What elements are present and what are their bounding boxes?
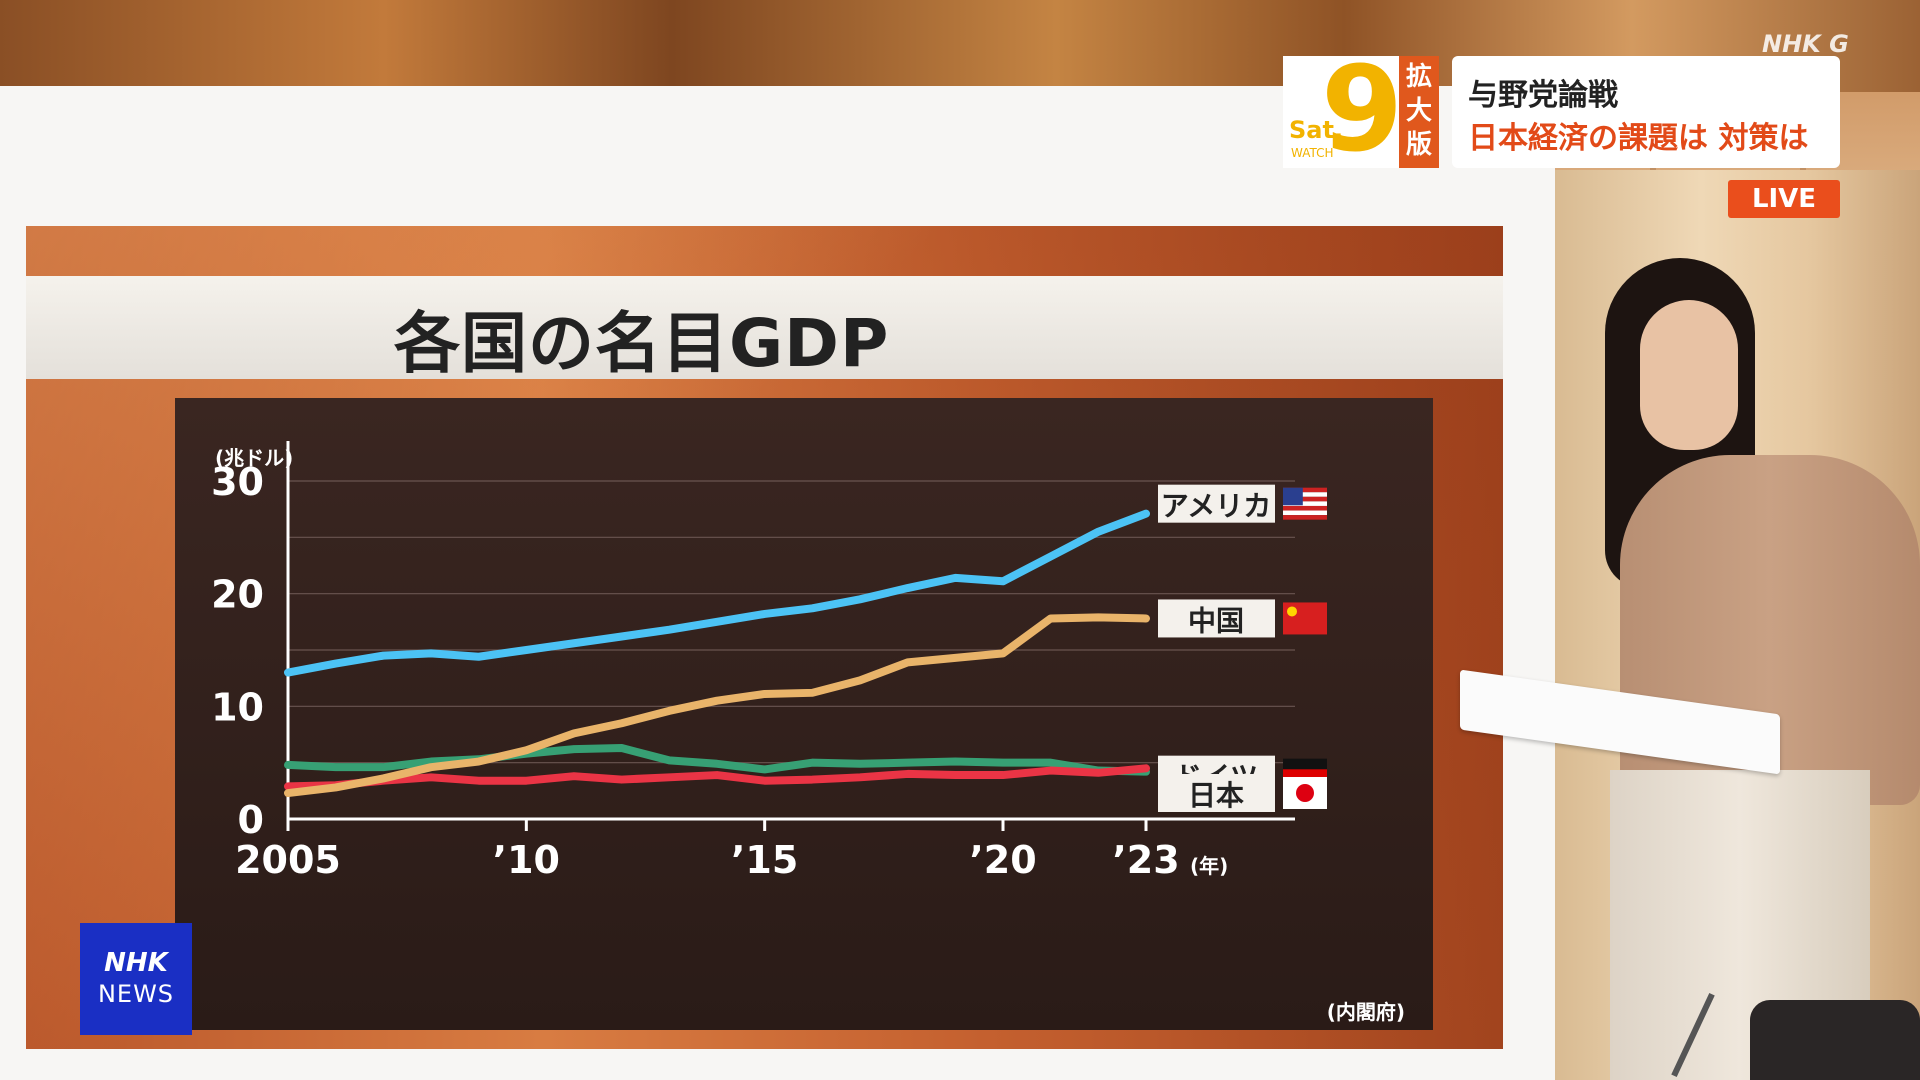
- series-line-usa: [284, 509, 1150, 677]
- series-line-china: [284, 613, 1150, 798]
- y-tick-label: 20: [211, 573, 264, 617]
- x-tick-label: ’23: [1112, 838, 1179, 882]
- y-axis-label: (兆ドル): [215, 446, 294, 470]
- show-logo: 9 Sat. WATCH: [1283, 40, 1403, 178]
- x-tick-label: 2005: [235, 838, 341, 882]
- x-tick-label: ’10: [493, 838, 560, 882]
- series-label-box: [1158, 484, 1275, 523]
- chart-screen: 各国の名目GDP (兆ドル) 0 10 20 30 2005 ’10 ’15 ’20 ’23 (年…: [26, 226, 1503, 1049]
- headline-line-1: 与野党論戦: [1468, 78, 1618, 113]
- x-unit-label: (年): [1190, 854, 1228, 878]
- live-badge: LIVE: [1728, 180, 1840, 218]
- chart-title: 各国の名目GDP: [394, 305, 890, 382]
- network-mark: NHK G: [1762, 30, 1849, 58]
- jp-flag-icon: [1283, 777, 1327, 809]
- y-tick-label: 30: [211, 460, 264, 504]
- extended-edition-tag: 拡大版: [1399, 56, 1439, 168]
- headline-line-2: 日本経済の課題は 対策は: [1468, 121, 1809, 156]
- headline-box: 与野党論戦 日本経済の課題は 対策は: [1452, 56, 1840, 168]
- x-tick-label: ’20: [969, 838, 1036, 882]
- news-logo-text: NEWS: [97, 980, 175, 1008]
- x-tick-label: ’15: [731, 838, 798, 882]
- title-band: 各国の名目GDP: [26, 276, 1503, 382]
- series-label: 日本: [1188, 779, 1244, 812]
- show-number: 9: [1321, 40, 1404, 178]
- y-tick-label: 10: [211, 685, 264, 729]
- cn-flag-icon: [1283, 602, 1327, 635]
- nhk-news-logo: NHK NEWS: [80, 923, 192, 1035]
- source-label: (内閣府): [1326, 1000, 1405, 1024]
- presenter-face: [1640, 300, 1738, 450]
- us-flag-icon: [1283, 487, 1327, 520]
- show-watch-text: WATCH: [1291, 146, 1334, 160]
- display-monitor: 各国の名目GDP (兆ドル) 0 10 20 30 2005 ’10 ’15 ’20 ’23 (年…: [0, 86, 1555, 1080]
- y-tick-label: 0: [238, 798, 264, 842]
- series-label-box: [1158, 599, 1275, 638]
- show-sat-text: Sat.: [1289, 116, 1344, 144]
- chair: [1750, 1000, 1920, 1080]
- nhk-logo-text: NHK: [104, 948, 168, 978]
- series-line-germany: [284, 764, 1150, 791]
- plot-panel: (兆ドル) 01020302005’10’15’20’23(年)アメリカ中国ドイ…: [175, 398, 1433, 1030]
- series-line-japan: [284, 744, 1150, 776]
- series-label-box: [1158, 774, 1275, 812]
- series-label: アメリカ: [1161, 490, 1272, 523]
- series-label: 中国: [1188, 604, 1244, 637]
